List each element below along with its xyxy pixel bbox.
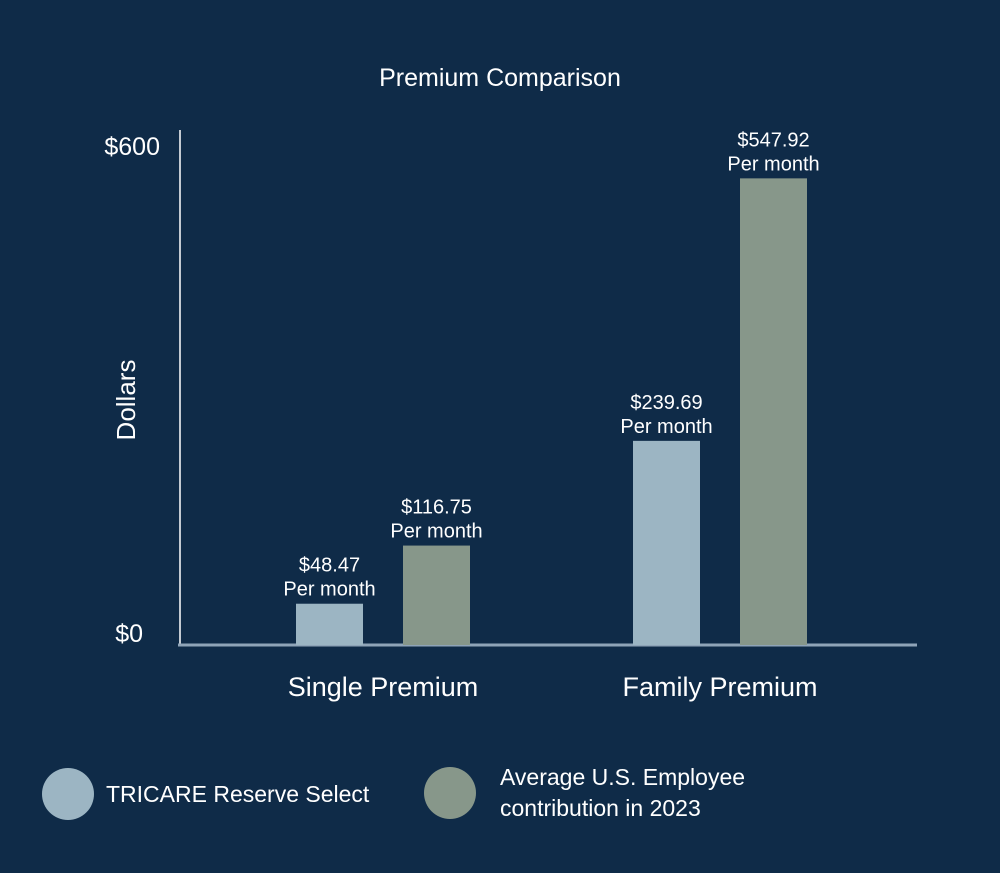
y-axis-label: Dollars [111,360,141,441]
legend-item-employee: Average U.S. Employee contribution in 20… [424,762,745,824]
legend-swatch [42,768,94,820]
legend-label: TRICARE Reserve Select [106,780,370,807]
category-label: Family Premium [622,672,817,702]
legend-item-tricare: TRICARE Reserve Select [42,768,369,820]
data-label: $239.69 Per month [620,392,712,438]
bar [296,603,363,645]
legend-label-line1: Average U.S. Employee [500,764,746,790]
legend-swatch [424,767,476,819]
y-tick-label: $0 [115,620,143,648]
bar [403,545,470,645]
data-label: $48.47 Per month [283,555,375,601]
chart-title: Premium Comparison [379,64,621,92]
data-label: $116.75 Per month [390,497,482,543]
y-tick-label: $600 [104,133,160,161]
bar [740,178,807,645]
legend-label-line2: contribution in 2023 [500,795,701,821]
data-label: $547.92 Per month [727,129,819,175]
bar [633,440,700,645]
category-label: Single Premium [288,672,479,702]
